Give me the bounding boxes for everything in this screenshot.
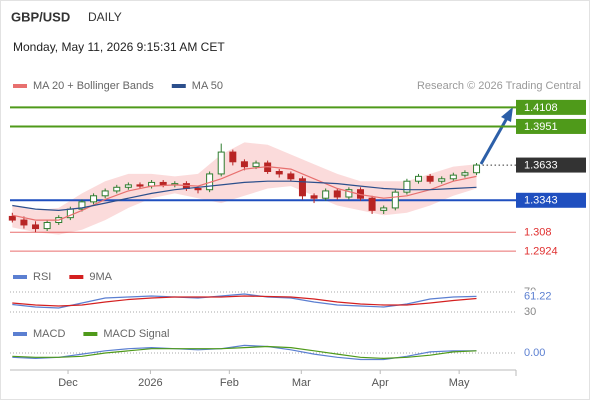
legend-label: MACD bbox=[33, 328, 65, 340]
candle-body bbox=[101, 190, 109, 197]
ma-line bbox=[12, 180, 477, 212]
target-arrowhead bbox=[501, 107, 513, 122]
x-tick-label: 2026 bbox=[138, 377, 162, 389]
candle-body bbox=[298, 178, 306, 197]
candle-body bbox=[449, 174, 457, 180]
candle-body bbox=[333, 190, 341, 198]
legend-label: 9MA bbox=[89, 271, 112, 283]
y-tick-label: 30 bbox=[524, 306, 536, 318]
candle-body bbox=[32, 224, 40, 230]
candle-body bbox=[275, 171, 283, 175]
candle-body bbox=[287, 173, 295, 180]
candle-body bbox=[229, 151, 237, 163]
candle-body bbox=[159, 181, 167, 186]
candle-body bbox=[136, 184, 144, 187]
y-tick-label: 0.00 bbox=[524, 347, 545, 359]
candle-body bbox=[473, 164, 481, 174]
rsi-last-value: 61.22 bbox=[524, 290, 552, 302]
candle-body bbox=[380, 207, 388, 211]
x-tick-label: Dec bbox=[58, 377, 78, 389]
level-box bbox=[516, 157, 586, 173]
bollinger-band bbox=[12, 142, 477, 235]
indicator-line bbox=[12, 295, 477, 307]
level-label: 1.3633 bbox=[524, 159, 558, 171]
legend-label: MA 20 + Bollinger Bands bbox=[33, 80, 154, 92]
symbol: GBP/USD bbox=[11, 9, 70, 24]
x-tick-label: Mar bbox=[292, 377, 311, 389]
timestamp: Monday, May 11, 2026 9:15:31 AM CET bbox=[13, 40, 225, 54]
level-label: 1.308 bbox=[524, 227, 552, 239]
level-label: 1.3951 bbox=[524, 121, 558, 133]
level-box bbox=[516, 99, 586, 115]
level-box bbox=[516, 192, 586, 208]
candle-body bbox=[426, 175, 434, 182]
level-label: 1.2924 bbox=[524, 246, 558, 258]
level-box bbox=[516, 118, 586, 134]
level-label: 1.3343 bbox=[524, 195, 558, 207]
legend-label: MACD Signal bbox=[103, 328, 169, 340]
candle-body bbox=[403, 180, 411, 193]
candle-body bbox=[252, 162, 260, 168]
candle-body bbox=[8, 215, 16, 221]
candle-body bbox=[20, 219, 28, 226]
period: DAILY bbox=[88, 10, 122, 24]
candle-body bbox=[78, 201, 86, 210]
value-label-bg bbox=[520, 290, 560, 303]
candle-body bbox=[345, 189, 353, 198]
x-tick-label: May bbox=[449, 377, 470, 389]
credit: Research © 2026 Trading Central bbox=[417, 80, 581, 92]
candle-body bbox=[90, 195, 98, 203]
candle-body bbox=[310, 195, 318, 199]
indicator-line bbox=[12, 345, 477, 360]
candle-body bbox=[113, 186, 121, 192]
candle-body bbox=[217, 151, 225, 175]
level-label: 1.4108 bbox=[524, 102, 558, 114]
legend-label: MA 50 bbox=[192, 80, 223, 92]
x-tick-label: Feb bbox=[220, 377, 239, 389]
candle-body bbox=[124, 184, 132, 188]
candle-body bbox=[43, 222, 51, 230]
candle-body bbox=[438, 178, 446, 182]
candle-body bbox=[415, 175, 423, 182]
legend-label: RSI bbox=[33, 271, 51, 283]
candle-body bbox=[194, 188, 202, 191]
candle-body bbox=[391, 191, 399, 209]
candle-body bbox=[240, 161, 248, 168]
candle-body bbox=[368, 197, 376, 211]
x-tick-label: Apr bbox=[372, 377, 389, 389]
candle-body bbox=[461, 172, 469, 176]
candle-body bbox=[322, 190, 330, 199]
